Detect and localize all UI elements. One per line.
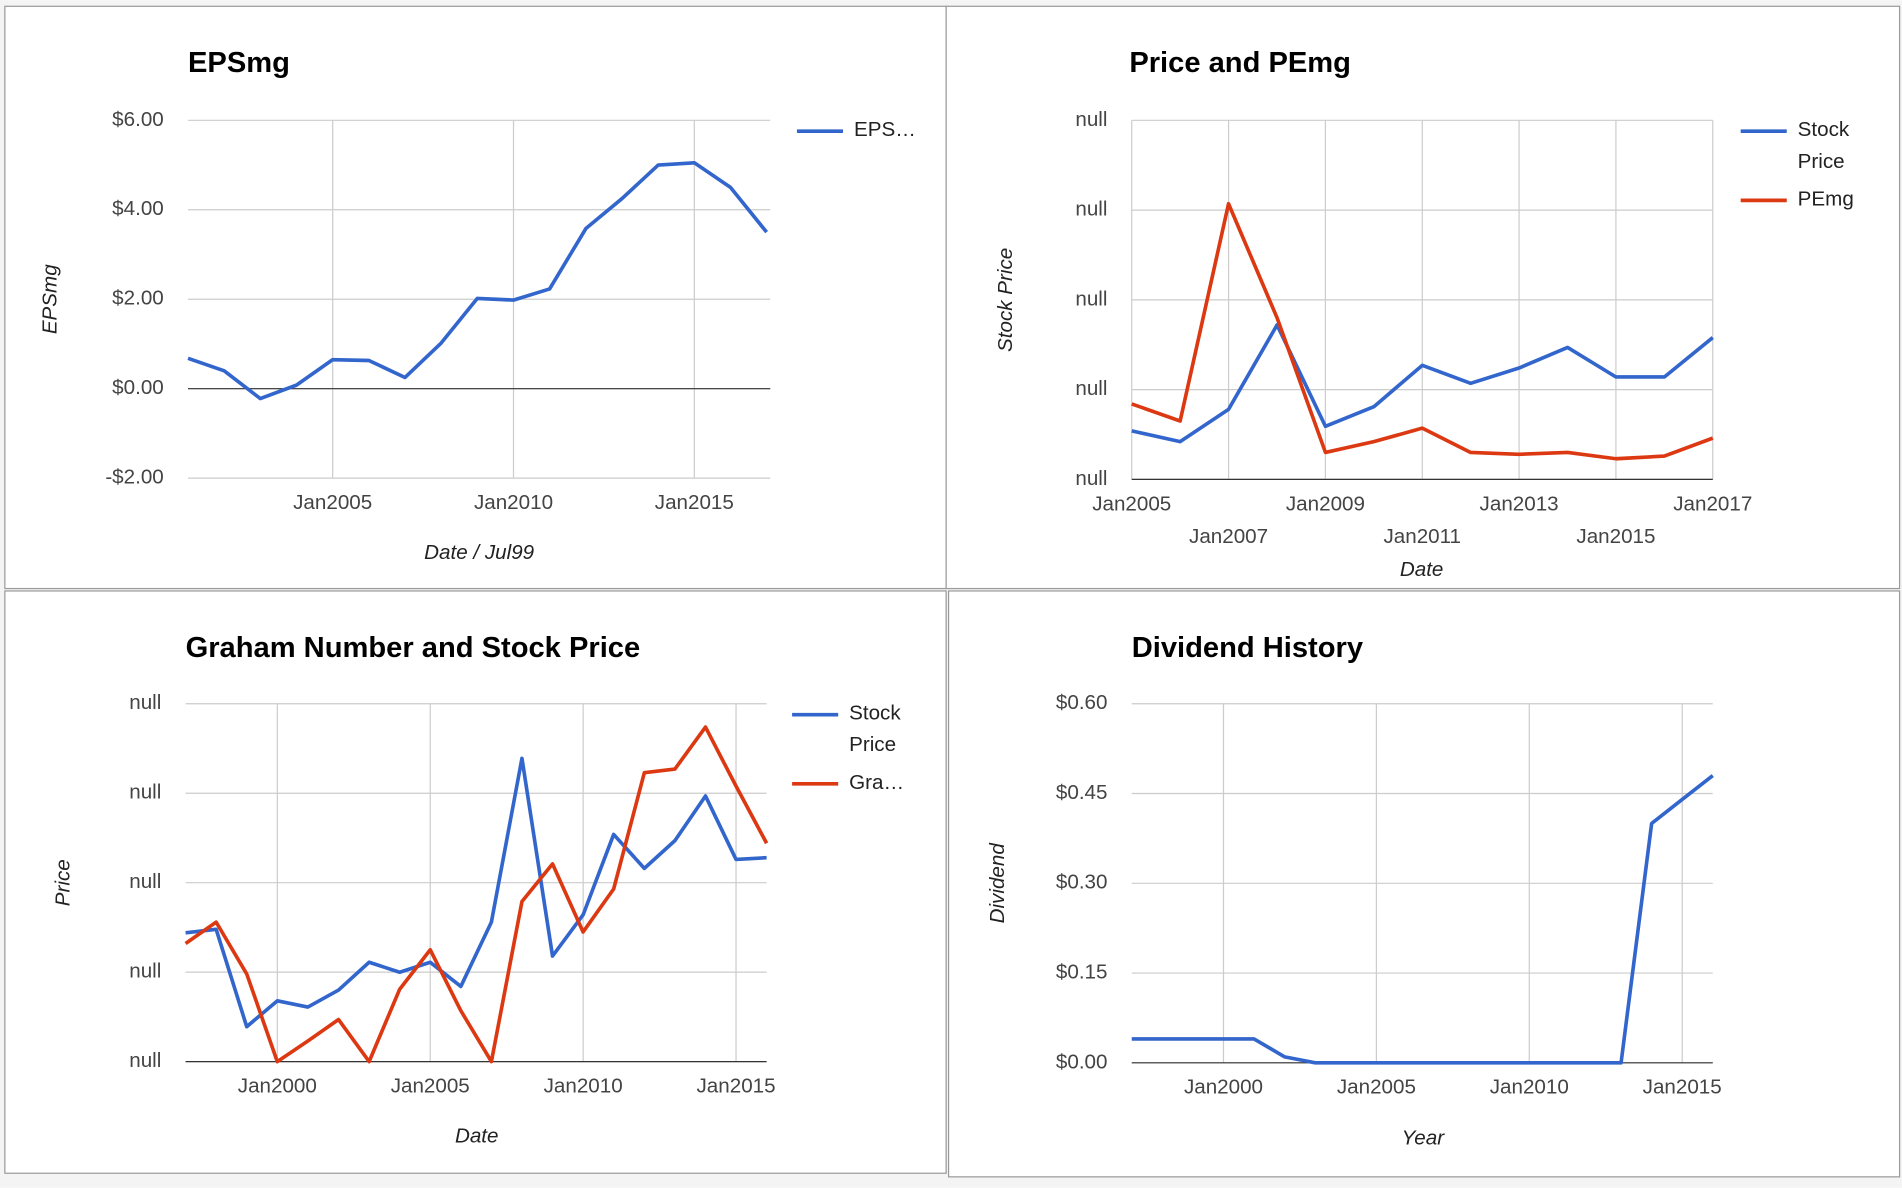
x-axis-title: Date — [1400, 558, 1444, 581]
legend-label: EPS… — [854, 119, 916, 142]
y-tick-label: null — [129, 870, 161, 893]
y-tick-label: null — [1075, 108, 1107, 131]
x-tick-label: Jan2010 — [1490, 1076, 1569, 1099]
y-tick-label: null — [1075, 198, 1107, 221]
y-axis-title: Stock Price — [994, 248, 1017, 352]
x-tick-label: Jan2005 — [1092, 492, 1171, 515]
chart-title: EPSmg — [188, 47, 290, 79]
series-line — [1131, 774, 1714, 1065]
y-axis-title: Dividend — [986, 843, 1009, 924]
series-line — [187, 160, 769, 401]
x-tick-label: Jan2007 — [1189, 525, 1268, 548]
x-tick-label: Jan2005 — [1337, 1076, 1416, 1099]
y-tick-label: $2.00 — [112, 287, 164, 310]
x-tick-label: Jan2011 — [1383, 525, 1461, 548]
x-tick-label: Jan2000 — [238, 1075, 317, 1098]
x-axis-title: Year — [1402, 1127, 1446, 1150]
x-tick-label: Jan2000 — [1184, 1076, 1263, 1099]
y-axis-title: Price — [52, 859, 75, 906]
y-axis-title: EPSmg — [38, 264, 61, 334]
y-tick-label: $0.30 — [1056, 871, 1108, 894]
y-tick-label: null — [129, 960, 161, 983]
series-line — [185, 756, 767, 1029]
x-tick-label: Jan2017 — [1673, 492, 1752, 515]
x-tick-label: Jan2009 — [1286, 492, 1365, 515]
legend-label: PEmg — [1798, 188, 1854, 211]
y-tick-label: $6.00 — [112, 108, 164, 131]
x-axis-title: Date / Jul99 — [424, 541, 535, 564]
y-tick-label: null — [129, 691, 161, 714]
x-axis-title: Date — [455, 1124, 499, 1147]
y-tick-label: $4.00 — [112, 197, 164, 220]
legend-label: Gra… — [849, 771, 904, 794]
y-tick-label: -$2.00 — [105, 466, 163, 489]
x-tick-label: Jan2010 — [474, 491, 553, 514]
x-tick-label: Jan2015 — [697, 1075, 776, 1098]
y-tick-label: $0.00 — [112, 376, 164, 399]
y-tick-label: null — [1075, 467, 1107, 490]
y-tick-label: $0.45 — [1056, 781, 1108, 804]
chart-title: Dividend History — [1132, 632, 1364, 664]
y-tick-label: null — [1075, 377, 1107, 400]
series-line — [1131, 201, 1714, 461]
y-tick-label: $0.60 — [1056, 691, 1108, 714]
series-line — [1131, 323, 1714, 444]
x-tick-label: Jan2015 — [655, 491, 734, 514]
legend-label: Stock Price — [1798, 119, 1855, 174]
x-tick-label: Jan2015 — [1643, 1076, 1722, 1099]
y-tick-label: $0.15 — [1056, 961, 1108, 984]
y-tick-label: $0.00 — [1056, 1050, 1108, 1073]
y-tick-label: null — [129, 1049, 161, 1072]
chart-title: Graham Number and Stock Price — [186, 632, 641, 664]
series-line — [184, 725, 769, 1064]
x-tick-label: Jan2015 — [1576, 525, 1655, 548]
y-tick-label: null — [1075, 287, 1107, 310]
x-tick-label: Jan2010 — [544, 1075, 623, 1098]
chart-title: Price and PEmg — [1129, 47, 1351, 79]
x-tick-label: Jan2013 — [1480, 492, 1559, 515]
panel — [4, 5, 947, 590]
legend-label: Stock Price — [849, 702, 906, 757]
y-tick-label: null — [129, 781, 161, 804]
x-tick-label: Jan2005 — [391, 1075, 470, 1098]
x-tick-label: Jan2005 — [293, 491, 372, 514]
